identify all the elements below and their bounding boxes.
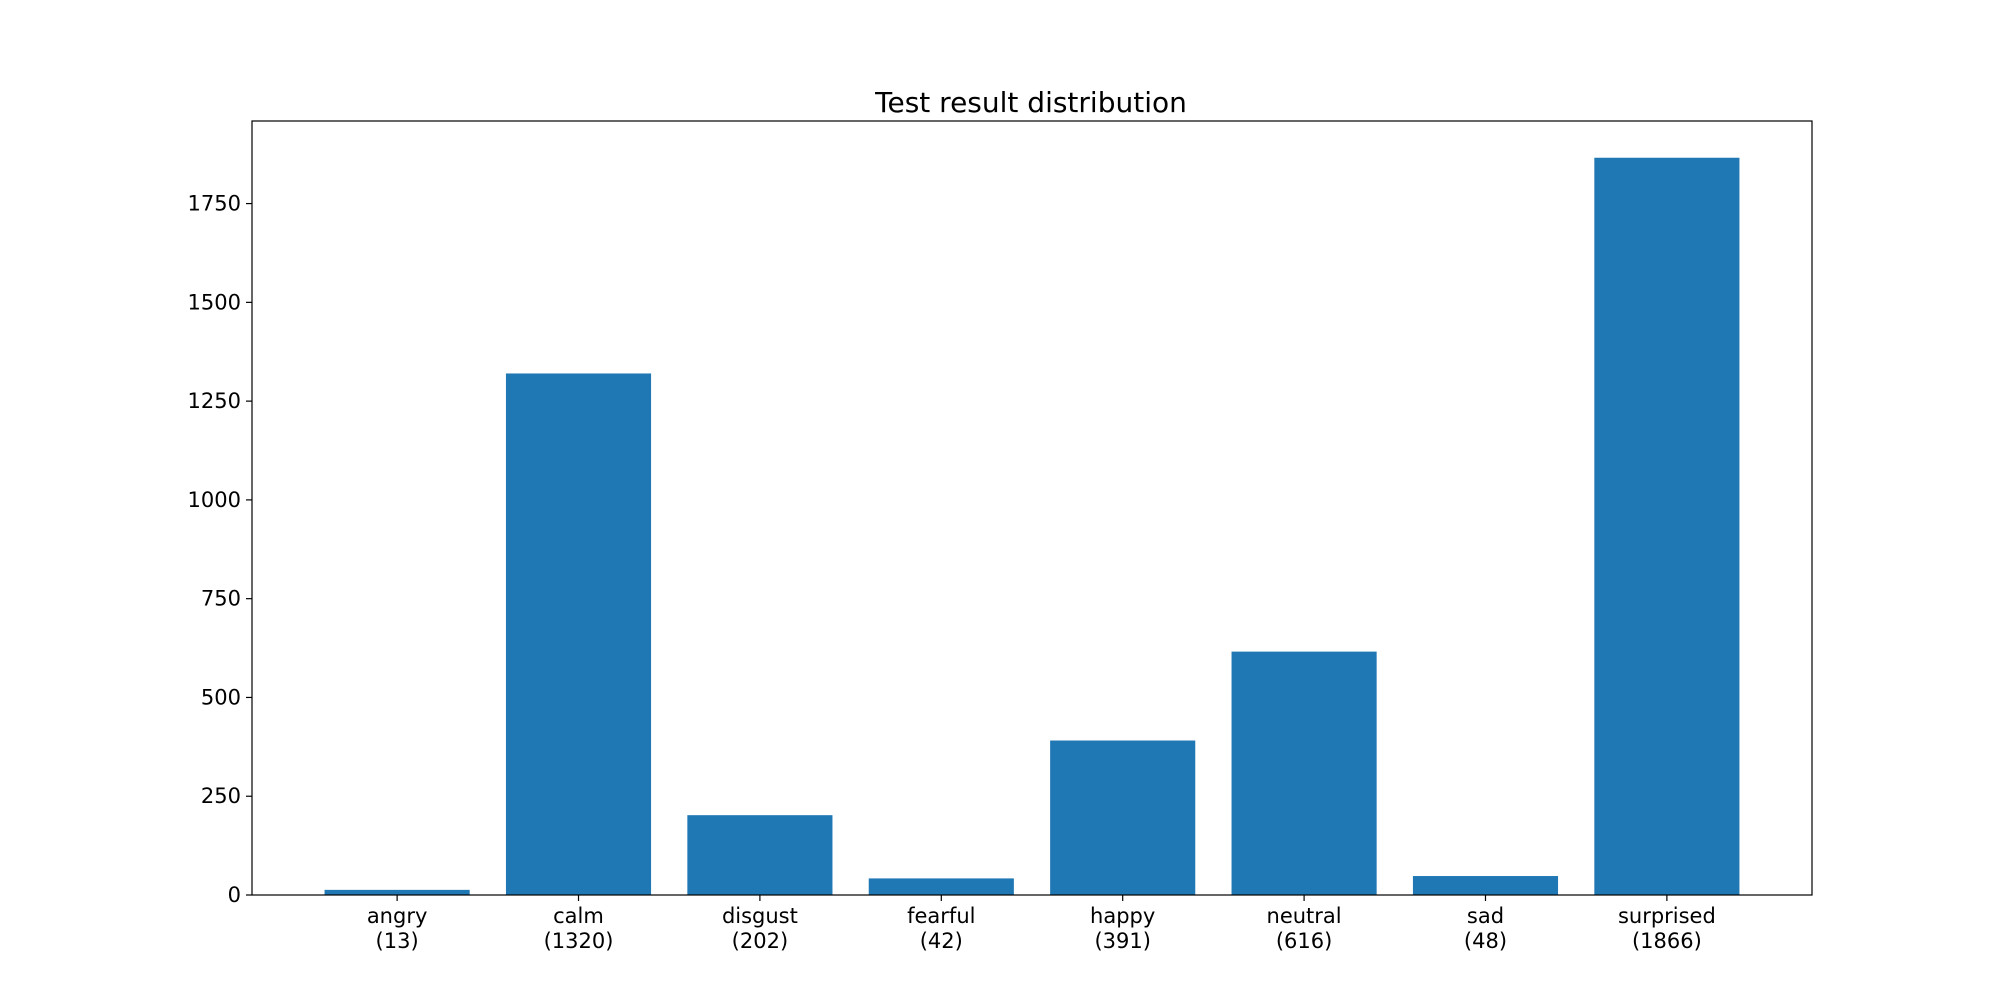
x-tick-label: calm bbox=[553, 904, 604, 928]
x-axis-ticks: angry(13)calm(1320)disgust(202)fearful(4… bbox=[367, 895, 1716, 953]
y-tick-label: 1000 bbox=[188, 488, 241, 512]
y-tick-label: 1500 bbox=[188, 290, 241, 314]
bar-neutral bbox=[1231, 651, 1377, 895]
x-tick-count: (391) bbox=[1094, 929, 1150, 953]
x-tick-label: sad bbox=[1467, 904, 1504, 928]
bar-calm bbox=[505, 373, 652, 895]
x-tick-count: (42) bbox=[920, 929, 963, 953]
x-tick-label: neutral bbox=[1267, 904, 1342, 928]
y-tick-label: 250 bbox=[201, 784, 241, 808]
y-tick-label: 0 bbox=[228, 883, 241, 907]
x-tick-label: surprised bbox=[1618, 904, 1716, 928]
bars-group bbox=[324, 157, 1740, 895]
chart-title: Test result distribution bbox=[874, 86, 1187, 119]
x-tick-label: happy bbox=[1090, 904, 1155, 928]
bar-surprised bbox=[1594, 157, 1740, 895]
y-axis-ticks: 0 250 500 750 1000 1250 1500 1750 bbox=[188, 192, 252, 907]
x-tick-count: (202) bbox=[732, 929, 788, 953]
plot-frame bbox=[251, 120, 1813, 896]
y-tick-label: 750 bbox=[201, 587, 241, 611]
x-tick-count: (1866) bbox=[1632, 929, 1702, 953]
x-tick-label: angry bbox=[367, 904, 428, 928]
x-tick-count: (48) bbox=[1464, 929, 1507, 953]
x-tick-label: disgust bbox=[722, 904, 798, 928]
bar-fearful bbox=[868, 878, 1014, 895]
x-tick-count: (616) bbox=[1276, 929, 1332, 953]
bar-angry bbox=[324, 889, 470, 895]
x-tick-count: (13) bbox=[376, 929, 419, 953]
x-tick-label: fearful bbox=[907, 904, 975, 928]
x-tick-count: (1320) bbox=[544, 929, 614, 953]
bar-happy bbox=[1050, 740, 1196, 895]
y-tick-label: 1250 bbox=[188, 389, 241, 413]
bar-sad bbox=[1412, 876, 1559, 895]
y-tick-label: 500 bbox=[201, 685, 241, 709]
y-tick-label: 1750 bbox=[188, 192, 241, 216]
bar-disgust bbox=[687, 815, 833, 895]
